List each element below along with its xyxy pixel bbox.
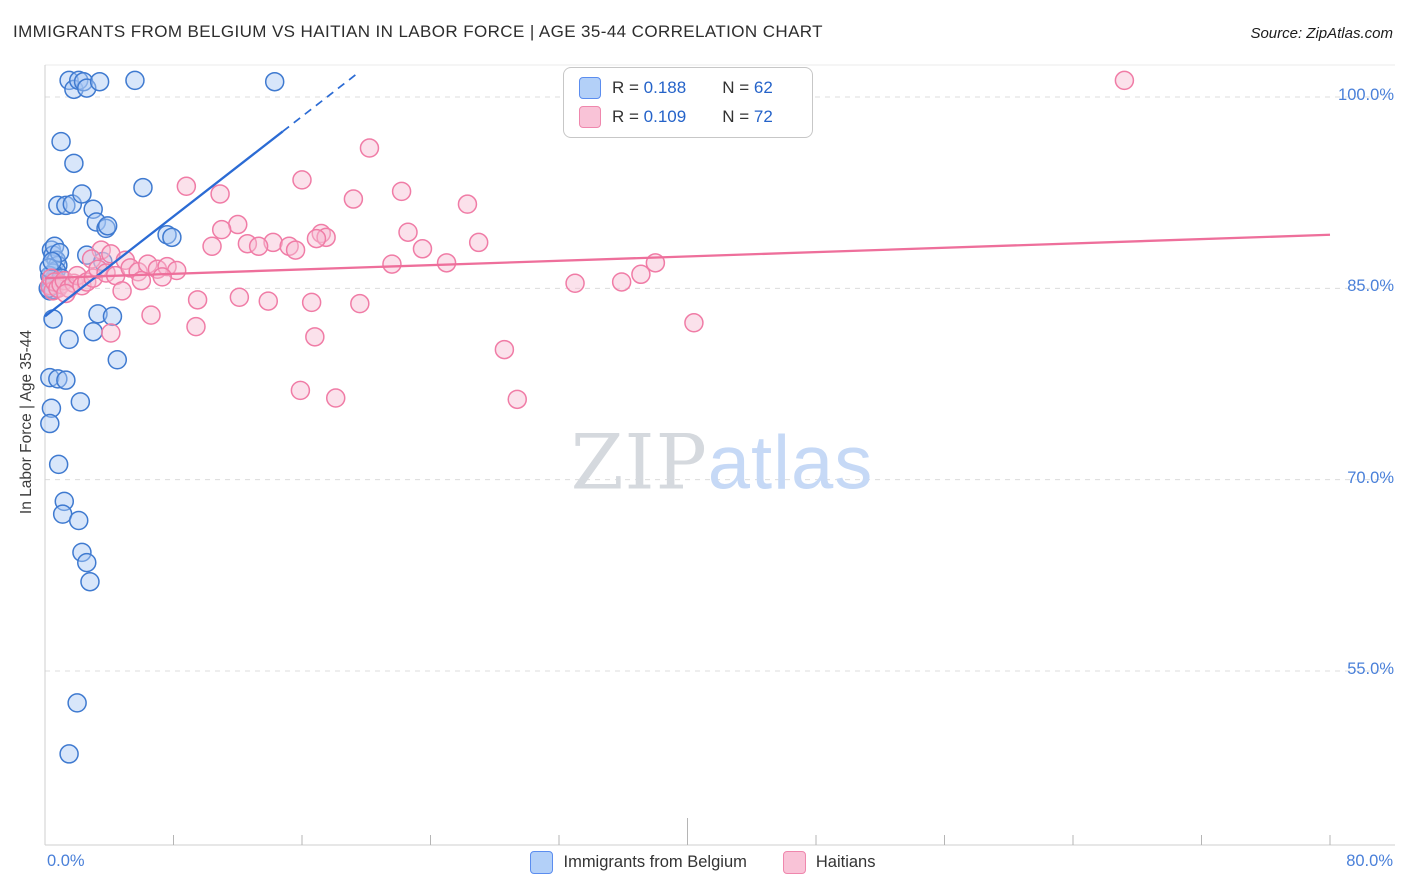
haitians-swatch-icon — [579, 106, 601, 128]
correlation-legend: R = 0.188 N = 62 R = 0.109 N = 72 — [563, 67, 813, 138]
page-title: IMMIGRANTS FROM BELGIUM VS HAITIAN IN LA… — [13, 22, 823, 41]
haitians-swatch-icon — [782, 851, 806, 874]
y-tick-label: 55.0% — [1347, 660, 1394, 679]
y-tick-label: 100.0% — [1338, 86, 1394, 104]
y-axis-label: In Labor Force | Age 35-44 — [18, 329, 35, 515]
x-axis-min-label: 0.0% — [47, 852, 85, 870]
y-tick-label: 70.0% — [1347, 468, 1394, 487]
x-axis-max-label: 80.0% — [1346, 852, 1393, 870]
n-value: 62 — [753, 78, 773, 97]
r-value: 0.109 — [643, 107, 687, 126]
n-label: N = — [722, 107, 750, 126]
n-value: 72 — [753, 107, 773, 126]
legend-item-belgium: Immigrants from Belgium — [530, 851, 747, 874]
belgium-r-stat: R = 0.188 — [612, 78, 686, 98]
y-tick-label: 85.0% — [1347, 277, 1394, 296]
legend-item-haitians-label: Haitians — [815, 853, 876, 871]
series-legend: Immigrants from Belgium Haitians — [0, 851, 1406, 874]
legend-item-belgium-label: Immigrants from Belgium — [563, 853, 747, 871]
belgium-swatch-icon — [579, 77, 601, 99]
r-label: R = — [612, 78, 639, 97]
legend-item-haitians: Haitians — [782, 851, 876, 874]
source-credit: Source: ZipAtlas.com — [1250, 25, 1393, 42]
n-label: N = — [722, 78, 750, 97]
haitians-r-stat: R = 0.109 — [612, 107, 686, 127]
belgium-swatch-icon — [530, 851, 554, 874]
r-label: R = — [612, 107, 639, 126]
belgium-n-stat: N = 62 — [722, 78, 773, 98]
haitians-n-stat: N = 72 — [722, 107, 773, 127]
r-value: 0.188 — [643, 78, 687, 97]
legend-row-haitians: R = 0.109 N = 72 — [579, 106, 797, 128]
legend-row-belgium: R = 0.188 N = 62 — [579, 77, 797, 99]
